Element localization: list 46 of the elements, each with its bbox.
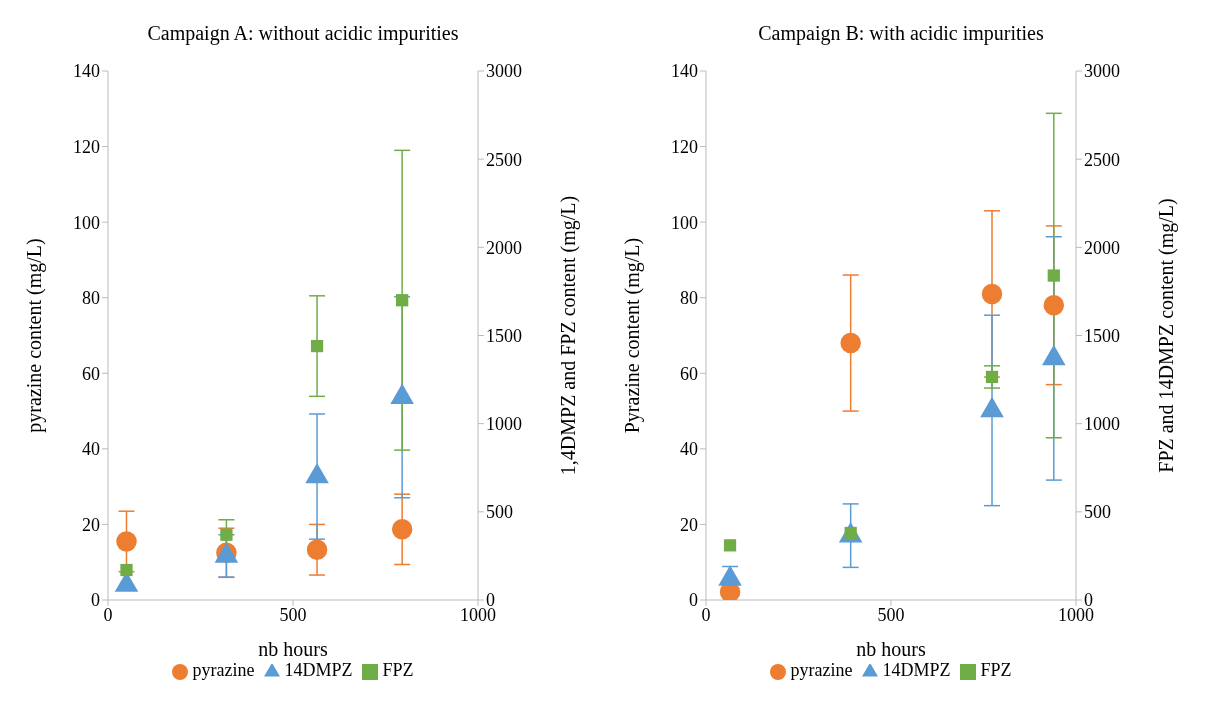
legend-label: pyrazine <box>192 660 255 680</box>
y-tick-label: 120 <box>73 136 100 157</box>
y-tick-label: 140 <box>671 61 698 82</box>
x-tick-label: 500 <box>279 604 307 625</box>
y-tick-label: 140 <box>73 61 100 82</box>
legend-label: FPZ <box>980 660 1012 680</box>
y2-tick-label: 1500 <box>486 325 522 346</box>
y-tick-label: 100 <box>671 212 698 233</box>
y-tick-label: 80 <box>82 288 100 309</box>
chart-title: Campaign B: with acidic impurities <box>757 22 1045 45</box>
y2-tick-label: 2000 <box>486 237 522 258</box>
y2-axis-title: 1,4DMPZ and FPZ content (mg/L) <box>557 195 581 476</box>
y2-tick-label: 500 <box>1084 502 1111 523</box>
y2-tick-label: 3000 <box>486 61 522 82</box>
y2-tick-label: 3000 <box>1084 61 1120 82</box>
y-tick-label: 20 <box>680 514 698 535</box>
y-tick-label: 0 <box>91 590 100 611</box>
x-tick-label: 500 <box>877 604 905 625</box>
y-tick-label: 40 <box>680 439 698 460</box>
y-tick-label: 60 <box>82 363 100 384</box>
y2-tick-label: 2500 <box>1084 149 1120 170</box>
legend-label: 14DMPZ <box>284 660 353 680</box>
y2-tick-label: 1500 <box>1084 325 1120 346</box>
y2-tick-label: 2500 <box>486 149 522 170</box>
y-axis-title: Pyrazine content (mg/L) <box>621 237 645 434</box>
y-tick-label: 60 <box>680 363 698 384</box>
chart-title: Campaign A: without acidic impurities <box>146 22 460 45</box>
y-tick-label: 20 <box>82 514 100 535</box>
x-axis-title: nb hours <box>258 638 328 660</box>
y2-tick-label: 500 <box>486 502 513 523</box>
y-tick-label: 100 <box>73 212 100 233</box>
y-tick-label: 120 <box>671 136 698 157</box>
y2-tick-label: 1000 <box>486 414 522 435</box>
legend-label: FPZ <box>382 660 414 680</box>
y-tick-label: 0 <box>689 590 698 611</box>
y-axis-title: pyrazine content (mg/L) <box>23 238 47 433</box>
x-tick-label: 0 <box>103 604 113 625</box>
y2-axis-title: FPZ and 14DMPZ content (mg/L) <box>1155 198 1179 473</box>
y-tick-label: 80 <box>680 288 698 309</box>
x-tick-label: 0 <box>701 604 711 625</box>
y-tick-label: 40 <box>82 439 100 460</box>
legend-label: 14DMPZ <box>882 660 951 680</box>
x-axis-title: nb hours <box>856 638 926 660</box>
y2-tick-label: 2000 <box>1084 237 1120 258</box>
legend-label: pyrazine <box>790 660 853 680</box>
y2-tick-label: 1000 <box>1084 414 1120 435</box>
